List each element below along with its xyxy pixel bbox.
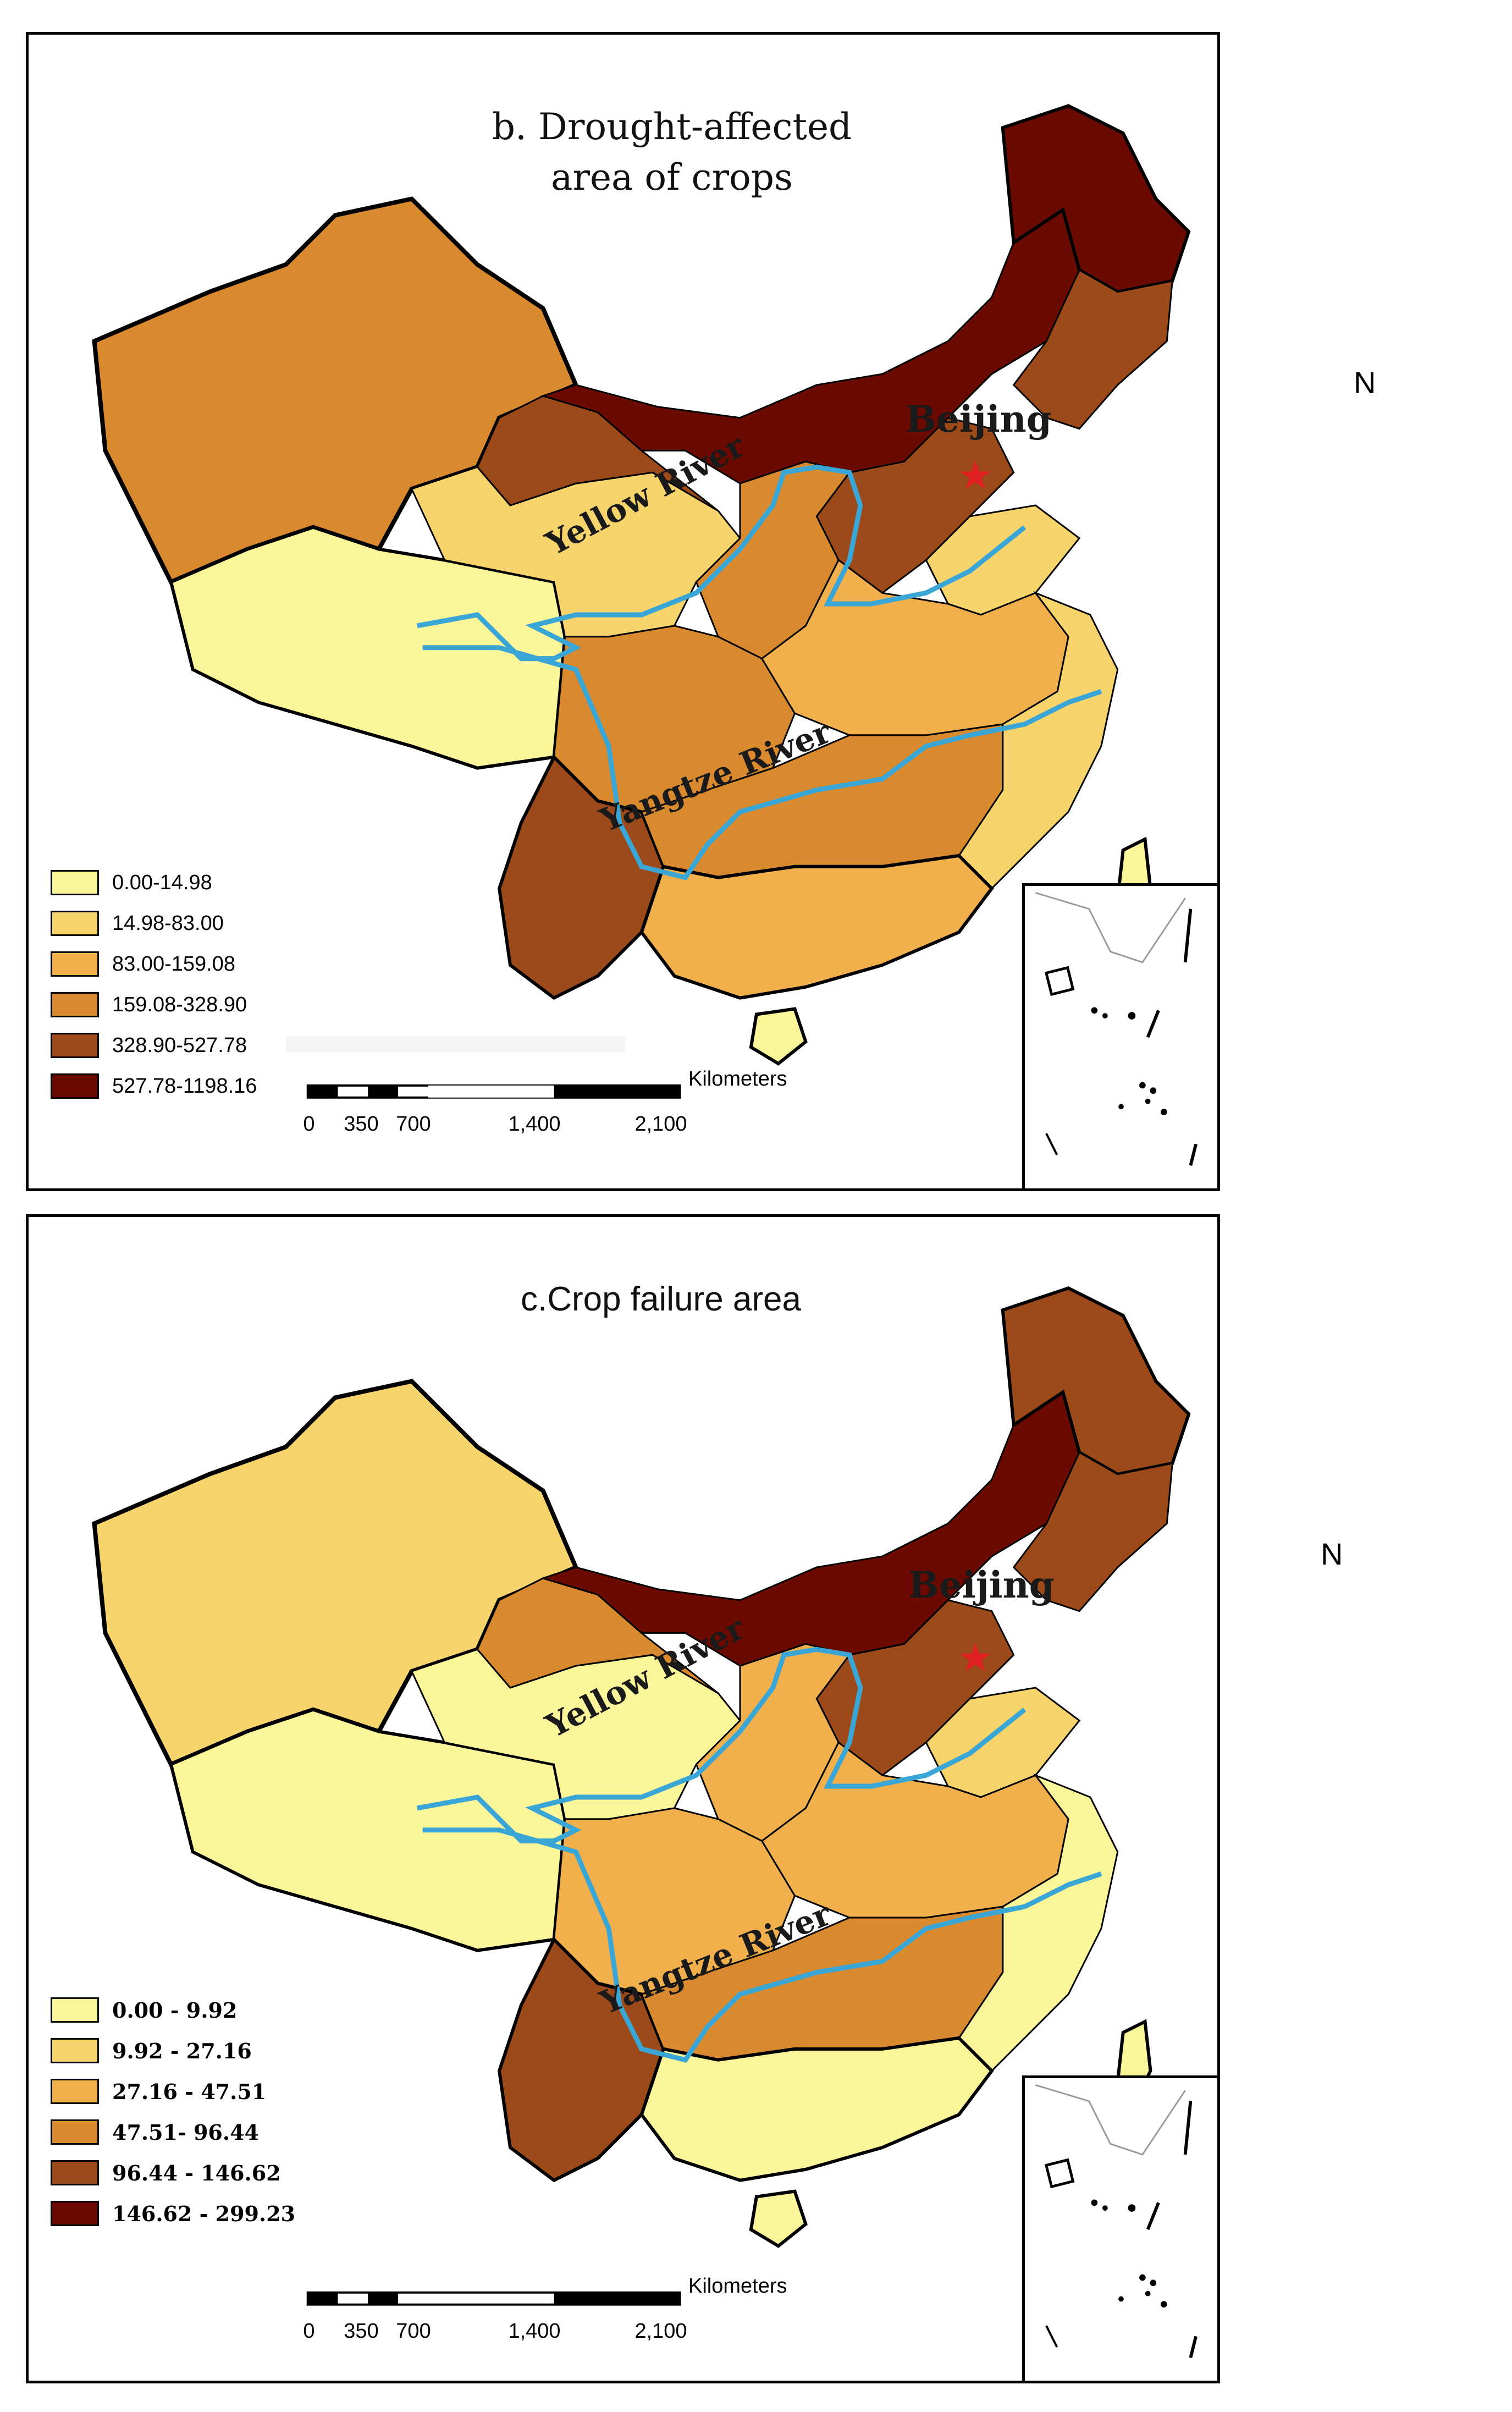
map-title-b-line1: b. Drought-affected xyxy=(492,106,852,148)
scale-tick: 700 xyxy=(396,1113,431,1136)
yellow-river-line xyxy=(416,1646,1027,1844)
label-beijing: Beijing xyxy=(906,398,1052,440)
legend-label: 9.92 - 27.16 xyxy=(112,2038,252,2063)
yangtze-river-line xyxy=(422,645,1102,880)
legend-swatch xyxy=(51,1033,99,1058)
region-yunnan xyxy=(498,1936,665,2183)
region-yunnan xyxy=(498,754,665,1000)
scale-bar-c: Kilometers 0 350 700 1,400 2,100 xyxy=(303,2275,787,2343)
south-china-sea-inset-c xyxy=(1022,2075,1220,2383)
legend-swatch xyxy=(51,911,99,936)
legend-item: 96.44 - 146.62 xyxy=(51,2152,295,2193)
map-panel-drought-affected: b. Drought-affected area of crops Beijin… xyxy=(26,32,1376,1191)
legend-label: 328.90-527.78 xyxy=(112,1033,247,1057)
region-jilin-liaoning xyxy=(1012,268,1173,430)
inset-map-b xyxy=(1035,892,1198,1166)
scale-tick: 1,400 xyxy=(508,2320,561,2343)
scale-tick: 1,400 xyxy=(508,1113,561,1136)
scale-tick: 700 xyxy=(396,2320,431,2343)
beijing-star-icon xyxy=(960,460,991,489)
legend-item: 159.08-328.90 xyxy=(51,984,257,1025)
scale-tick: 2,100 xyxy=(634,2320,687,2343)
legend-label: 47.51- 96.44 xyxy=(112,2119,259,2145)
scale-ticks: 0 350 700 1,400 2,100 xyxy=(303,2320,687,2353)
legend-item: 328.90-527.78 xyxy=(51,1025,257,1066)
legend-swatch xyxy=(51,2201,99,2226)
legend-label: 146.62 - 299.23 xyxy=(112,2201,296,2226)
china-choropleth-map-b xyxy=(92,104,1191,1099)
china-choropleth-map-c xyxy=(92,1286,1191,2306)
legend-item: 27.16 - 47.51 xyxy=(51,2071,295,2112)
legend-swatch xyxy=(51,870,99,895)
legend-c: 0.00 - 9.92 9.92 - 27.16 27.16 - 47.51 4… xyxy=(51,1990,295,2234)
inset-map-c xyxy=(1035,2084,1198,2359)
legend-item: 146.62 - 299.23 xyxy=(51,2193,295,2234)
legend-item: 83.00-159.08 xyxy=(51,944,257,984)
legend-label: 83.00-159.08 xyxy=(112,952,235,976)
region-jilin-liaoning xyxy=(1012,1451,1173,1612)
legend-item: 9.92 - 27.16 xyxy=(51,2030,295,2071)
yangtze-river-line xyxy=(422,1827,1102,2063)
legend-b: 0.00-14.98 14.98-83.00 83.00-159.08 159.… xyxy=(51,862,257,1106)
region-inner-mongolia xyxy=(540,208,1080,484)
region-south-coast xyxy=(639,853,994,1000)
legend-item: 0.00 - 9.92 xyxy=(51,1990,295,2030)
label-beijing: Beijing xyxy=(908,1563,1055,1606)
region-south-coast xyxy=(639,2036,994,2182)
legend-label: 527.78-1198.16 xyxy=(112,1074,257,1098)
north-label: N xyxy=(1321,1537,1343,1571)
north-label: N xyxy=(1354,365,1376,400)
region-inner-mongolia xyxy=(540,1391,1080,1667)
beijing-star-icon xyxy=(960,1643,991,1672)
south-china-sea-inset-b xyxy=(1022,883,1220,1191)
legend-label: 159.08-328.90 xyxy=(112,993,247,1016)
scale-ticks: 0 350 700 1,400 2,100 xyxy=(303,1113,687,1146)
legend-swatch xyxy=(51,2160,99,2185)
legend-item: 47.51- 96.44 xyxy=(51,2112,295,2152)
region-hainan xyxy=(749,1007,808,1066)
scale-tick: 350 xyxy=(344,1113,379,1136)
legend-label: 27.16 - 47.51 xyxy=(112,2079,267,2104)
scale-bar-b: Kilometers 0 350 700 1,400 2,100 xyxy=(303,1067,787,1136)
legend-swatch xyxy=(51,1997,99,2023)
map-title-b-line2: area of crops xyxy=(551,156,793,199)
legend-label: 14.98-83.00 xyxy=(112,911,224,935)
legend-label: 96.44 - 146.62 xyxy=(112,2160,281,2185)
scale-tick: 350 xyxy=(344,2320,379,2343)
scale-tick: 0 xyxy=(303,1113,315,1136)
legend-swatch xyxy=(51,951,99,977)
region-hainan xyxy=(749,2189,808,2248)
scale-tick: 0 xyxy=(303,2320,315,2343)
legend-item: 14.98-83.00 xyxy=(51,903,257,944)
legend-item: 0.00-14.98 xyxy=(51,862,257,903)
legend-swatch xyxy=(51,2079,99,2104)
map-title-b: b. Drought-affected area of crops xyxy=(413,102,930,203)
legend-item: 527.78-1198.16 xyxy=(51,1066,257,1106)
scalebar-graphic xyxy=(306,2291,681,2306)
legend-swatch xyxy=(51,2119,99,2145)
map-panel-crop-failure: c.Crop failure area Beijing Yellow River… xyxy=(26,1214,1343,2383)
legend-swatch xyxy=(51,2038,99,2063)
map-title-c: c.Crop failure area xyxy=(520,1280,802,1318)
legend-swatch xyxy=(51,1073,99,1099)
yellow-river-line xyxy=(416,464,1027,662)
legend-swatch xyxy=(51,992,99,1017)
scale-unit: Kilometers xyxy=(688,1067,787,1091)
scale-tick: 2,100 xyxy=(634,1113,687,1136)
legend-label: 0.00 - 9.92 xyxy=(112,1997,238,2023)
legend-label: 0.00-14.98 xyxy=(112,871,212,894)
scalebar-graphic xyxy=(306,1084,681,1099)
scale-unit: Kilometers xyxy=(688,2275,787,2298)
